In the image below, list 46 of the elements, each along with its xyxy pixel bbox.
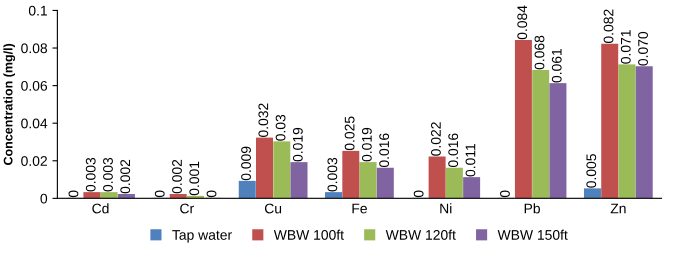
y-tick-label: 0.1 xyxy=(28,6,47,16)
x-tick-label: Cd xyxy=(92,203,109,214)
data-label: 0.019 xyxy=(292,128,303,162)
data-label: 0.009 xyxy=(241,146,251,180)
data-label: 0 xyxy=(206,190,216,198)
y-axis-title: Concentration (mg/l) xyxy=(3,44,16,165)
data-label: 0.061 xyxy=(552,48,562,82)
data-label: 0.070 xyxy=(638,32,648,66)
x-tick-label: Fe xyxy=(352,204,367,214)
data-label: 0 xyxy=(154,190,165,198)
data-label: 0.002 xyxy=(120,160,130,194)
y-tick-label: 0.04 xyxy=(21,118,48,128)
data-label: 0.001 xyxy=(189,162,200,196)
y-tick-label: 0.06 xyxy=(21,80,48,91)
legend-label: WBW 100ft xyxy=(274,230,344,240)
data-label: 0.071 xyxy=(620,30,631,64)
data-label: 0.03 xyxy=(276,114,286,141)
x-tick-label: Ni xyxy=(440,203,452,214)
data-label: 0.016 xyxy=(379,133,390,168)
data-label: 0.025 xyxy=(344,116,355,150)
data-label: 0.003 xyxy=(327,158,338,192)
y-tick-label: 0.08 xyxy=(21,43,48,54)
data-label: 0 xyxy=(500,190,510,198)
legend-label: Tap water xyxy=(172,230,232,243)
y-tick-label: 0.02 xyxy=(21,156,47,166)
x-tick-label: Cu xyxy=(264,204,282,214)
y-tick-label: 0 xyxy=(40,194,48,204)
data-label: 0.084 xyxy=(517,5,528,40)
x-tick-label: Pb xyxy=(524,203,540,214)
x-tick-label: Cr xyxy=(180,204,194,214)
data-label: 0.068 xyxy=(534,36,544,70)
data-label: 0.082 xyxy=(604,10,614,44)
data-label: 0.005 xyxy=(586,154,596,188)
data-label: 0 xyxy=(68,190,78,198)
data-label: 0.019 xyxy=(362,128,372,162)
data-label: 0.003 xyxy=(103,158,113,192)
data-label: 0.032 xyxy=(258,103,268,137)
data-label: 0.011 xyxy=(466,144,476,176)
data-label: 0.016 xyxy=(448,133,458,168)
data-label: 0 xyxy=(414,190,424,198)
x-tick-label: Zn xyxy=(610,204,626,214)
legend-label: WBW 120ft xyxy=(386,230,456,240)
data-label: 0.002 xyxy=(172,160,182,194)
data-label: 0.003 xyxy=(86,158,96,192)
legend-label: WBW 150ft xyxy=(498,230,568,240)
data-label: 0.022 xyxy=(431,122,441,156)
